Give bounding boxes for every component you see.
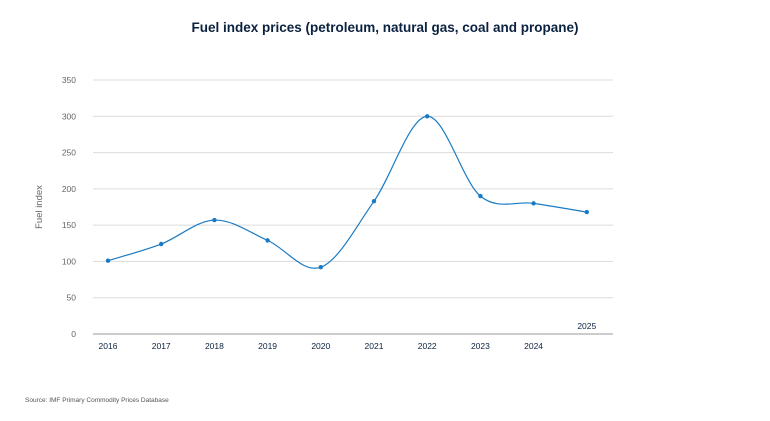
data-point (159, 241, 164, 247)
data-point (105, 258, 111, 263)
data-point (212, 217, 217, 223)
y-tick-label: 0 (71, 329, 76, 339)
data-point (478, 193, 483, 199)
x-tick-label: 2023 (471, 341, 490, 351)
x-tick-label: 2022 (418, 341, 437, 351)
x-tick-label: 2021 (365, 341, 384, 351)
x-tick-label: 2019 (258, 341, 277, 351)
x-tick-label: 2018 (205, 341, 224, 351)
source-note: Source: IMF Primary Commodity Prices Dat… (25, 397, 169, 404)
data-point (318, 265, 323, 270)
data-point (584, 209, 589, 215)
x-tick-label: 2024 (524, 341, 543, 351)
x-tick-label: 2017 (152, 341, 171, 351)
y-tick-label: 300 (62, 111, 76, 121)
y-tick-label: 250 (62, 148, 76, 158)
y-tick-label: 200 (62, 184, 76, 194)
data-point (425, 114, 430, 119)
series-line (107, 115, 587, 269)
y-tick-label: 100 (62, 256, 76, 266)
y-tick-label: 350 (62, 75, 76, 85)
y-axis-label: Fuel index (34, 185, 45, 229)
chart-title: Fuel index prices (petroleum, natural ga… (191, 20, 579, 35)
x-tick-label: 2016 (99, 341, 118, 351)
data-point (371, 198, 377, 204)
x-tick-label: 2020 (311, 341, 330, 351)
data-point (531, 201, 536, 206)
data-point (265, 238, 270, 243)
y-tick-label: 50 (67, 293, 77, 303)
y-tick-label: 150 (62, 220, 76, 230)
x-tick-label: 2025 (577, 321, 596, 331)
